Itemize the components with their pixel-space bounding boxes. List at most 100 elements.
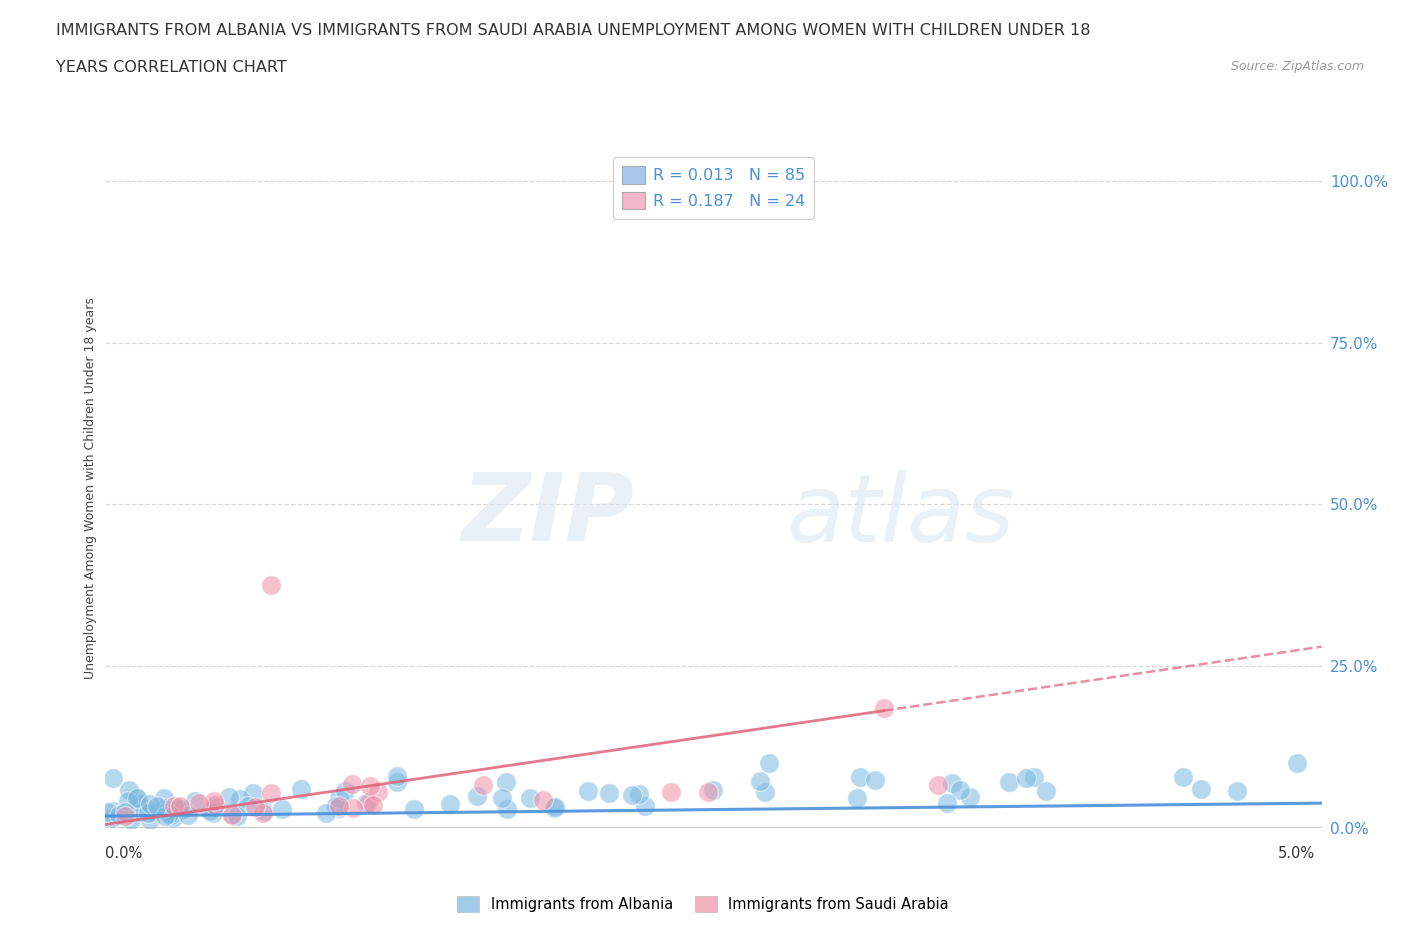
Point — [202, 806, 225, 821]
Point — [160, 808, 183, 823]
Text: ZIP: ZIP — [461, 470, 634, 562]
Point — [758, 756, 780, 771]
Point — [156, 805, 179, 820]
Point — [959, 790, 981, 804]
Point — [169, 799, 191, 814]
Point — [166, 801, 188, 816]
Point — [404, 802, 426, 817]
Point — [271, 802, 294, 817]
Point — [845, 790, 868, 805]
Text: 5.0%: 5.0% — [1278, 846, 1315, 861]
Point — [941, 776, 963, 790]
Point — [1189, 781, 1212, 796]
Point — [236, 798, 259, 813]
Point — [153, 801, 176, 816]
Point — [863, 773, 886, 788]
Point — [1015, 770, 1038, 785]
Point — [101, 804, 124, 818]
Point — [97, 804, 120, 819]
Point — [184, 794, 207, 809]
Point — [387, 775, 409, 790]
Point — [101, 810, 124, 825]
Point — [325, 799, 347, 814]
Point — [118, 782, 141, 797]
Text: 0.0%: 0.0% — [105, 846, 142, 861]
Point — [253, 804, 276, 818]
Point — [621, 787, 644, 802]
Point — [114, 809, 136, 824]
Point — [172, 802, 194, 817]
Point — [162, 806, 184, 821]
Point — [139, 797, 162, 812]
Text: YEARS CORRELATION CHART: YEARS CORRELATION CHART — [56, 60, 287, 75]
Point — [204, 794, 226, 809]
Point — [101, 770, 124, 785]
Point — [1035, 784, 1057, 799]
Point — [328, 801, 350, 816]
Point — [754, 785, 776, 800]
Point — [177, 808, 200, 823]
Point — [598, 786, 620, 801]
Point — [131, 804, 153, 819]
Point — [748, 774, 770, 789]
Point — [634, 799, 657, 814]
Point — [1173, 770, 1195, 785]
Point — [543, 801, 565, 816]
Text: Source: ZipAtlas.com: Source: ZipAtlas.com — [1230, 60, 1364, 73]
Point — [367, 785, 389, 800]
Point — [531, 792, 554, 807]
Point — [1286, 755, 1309, 770]
Point — [252, 805, 274, 820]
Legend: Immigrants from Albania, Immigrants from Saudi Arabia: Immigrants from Albania, Immigrants from… — [451, 891, 955, 918]
Point — [204, 798, 226, 813]
Point — [661, 785, 683, 800]
Point — [496, 802, 519, 817]
Point — [125, 791, 148, 806]
Point — [936, 796, 959, 811]
Point — [333, 784, 356, 799]
Point — [120, 812, 142, 827]
Point — [471, 777, 494, 792]
Point — [544, 800, 567, 815]
Point — [519, 790, 541, 805]
Point — [153, 790, 176, 805]
Point — [198, 804, 221, 818]
Point — [226, 808, 249, 823]
Legend: R = 0.013   N = 85, R = 0.187   N = 24: R = 0.013 N = 85, R = 0.187 N = 24 — [613, 157, 814, 219]
Point — [702, 782, 724, 797]
Point — [1226, 783, 1249, 798]
Point — [205, 800, 228, 815]
Point — [697, 785, 720, 800]
Point — [997, 775, 1019, 790]
Point — [465, 789, 488, 804]
Point — [357, 795, 380, 810]
Point — [136, 805, 159, 820]
Point — [927, 777, 949, 792]
Point — [218, 790, 240, 804]
Point — [243, 800, 266, 815]
Point — [385, 769, 408, 784]
Point — [340, 777, 363, 791]
Point — [117, 793, 139, 808]
Point — [491, 790, 513, 805]
Point — [949, 782, 972, 797]
Point — [363, 797, 385, 812]
Point — [108, 807, 131, 822]
Point — [260, 786, 283, 801]
Point — [342, 801, 364, 816]
Point — [328, 790, 350, 805]
Point — [141, 804, 163, 818]
Point — [242, 786, 264, 801]
Point — [354, 795, 377, 810]
Point — [163, 798, 186, 813]
Point — [359, 778, 381, 793]
Point — [848, 770, 870, 785]
Point — [328, 798, 350, 813]
Point — [155, 809, 177, 824]
Text: IMMIGRANTS FROM ALBANIA VS IMMIGRANTS FROM SAUDI ARABIA UNEMPLOYMENT AMONG WOMEN: IMMIGRANTS FROM ALBANIA VS IMMIGRANTS FR… — [56, 23, 1091, 38]
Point — [139, 805, 162, 820]
Point — [576, 783, 599, 798]
Point — [170, 803, 193, 817]
Point — [139, 812, 162, 827]
Point — [229, 791, 252, 806]
